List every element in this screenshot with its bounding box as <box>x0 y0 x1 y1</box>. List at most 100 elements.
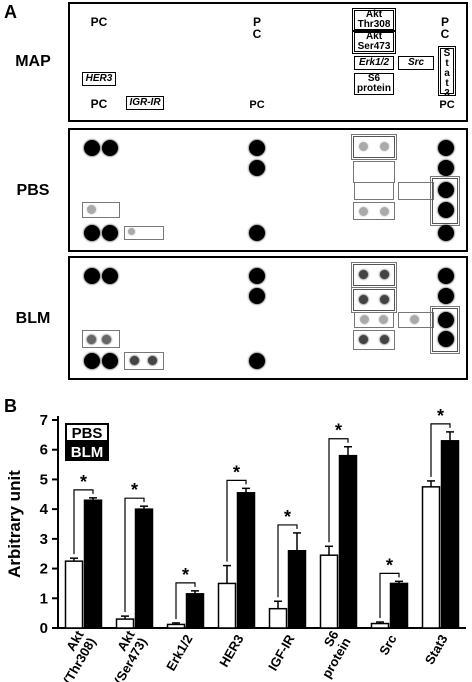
bar-blm <box>236 492 256 629</box>
bar-blm <box>338 454 358 629</box>
y-tick-label: 0 <box>40 620 48 637</box>
significance-bracket <box>73 489 94 555</box>
blot-spot <box>102 268 118 284</box>
blot-box <box>353 161 395 183</box>
panel-letter-b: B <box>4 396 17 416</box>
y-tick-label: 6 <box>40 442 48 459</box>
label-stat3: S t a t 3 <box>438 46 456 99</box>
blot-spot <box>379 315 388 324</box>
blot-spot <box>249 140 265 156</box>
blot-spot <box>359 335 368 344</box>
significance-star: * <box>80 472 87 492</box>
blot-spot <box>130 356 139 365</box>
blot-box <box>353 330 395 350</box>
label-erk: Erk1/2 <box>354 56 394 70</box>
bar-blm <box>83 499 103 629</box>
blm-blot-panel <box>68 256 468 380</box>
blot-box <box>430 306 460 354</box>
blot-box <box>354 312 394 328</box>
blot-spot <box>128 228 135 235</box>
y-tick-label: 4 <box>40 501 49 518</box>
x-tick-label: Erk1/2 <box>163 632 196 673</box>
pc-label: PC <box>439 99 455 111</box>
x-tick-label: IGF-IR <box>265 631 298 673</box>
significance-bracket <box>328 438 349 543</box>
label-akt-thr308: Akt Thr308 <box>352 8 396 32</box>
pc-label-stacked: P C <box>440 15 450 41</box>
row-label-blm: BLM <box>15 310 51 327</box>
blot-spot <box>380 270 389 279</box>
row-label-pbs: PBS <box>16 182 50 199</box>
blot-spot <box>102 225 118 241</box>
legend-label-blm: BLM <box>71 444 104 461</box>
blot-spot <box>438 331 454 347</box>
significance-bracket <box>124 497 145 613</box>
bar-pbs <box>370 622 390 629</box>
bar-pbs <box>421 486 441 629</box>
blot-spot <box>438 202 454 218</box>
blot-box <box>354 182 394 200</box>
blot-spot <box>380 295 389 304</box>
blot-spot <box>102 353 118 369</box>
blot-box <box>351 134 397 160</box>
blot-spot <box>249 288 265 304</box>
y-tick-label: 2 <box>40 561 48 578</box>
y-tick-label: 7 <box>40 412 48 429</box>
pbs-blot-panel <box>68 128 468 252</box>
blot-spot <box>84 353 100 369</box>
panel-letter-a: A <box>4 2 17 22</box>
pc-label-stacked: P C <box>252 15 262 41</box>
label-s6-protein: S6 protein <box>354 73 394 95</box>
label-src: Src <box>398 56 434 70</box>
legend-label-pbs: PBS <box>72 425 103 442</box>
x-tick-label: Stat3 <box>422 632 451 667</box>
legend-swatch-pbs <box>65 423 109 442</box>
blot-spot <box>359 295 368 304</box>
significance-star: * <box>386 555 393 575</box>
blot-spot <box>249 353 265 369</box>
blot-spot <box>438 268 454 284</box>
blot-spot <box>438 225 454 241</box>
blot-spot <box>87 335 96 344</box>
bar-chart: 0 1 2 3 4 5 6 7 Arbitrary unit * Akt(Thr308) * Akt(S… <box>5 406 466 682</box>
significance-star: * <box>335 421 342 441</box>
y-tick-label: 5 <box>40 471 48 488</box>
bar-blm <box>185 593 205 629</box>
pc-label: PC <box>249 99 265 111</box>
blot-spot <box>84 268 100 284</box>
blot-box <box>82 330 120 348</box>
bar-pbs <box>217 582 237 629</box>
legend-swatch-blm <box>65 442 109 461</box>
blot-spot <box>87 205 96 214</box>
y-tick-label: 1 <box>40 590 48 607</box>
significance-bracket <box>379 572 400 619</box>
y-axis-label: Arbitrary unit <box>5 470 24 578</box>
significance-bracket <box>277 524 298 598</box>
row-label-map: MAP <box>15 53 51 70</box>
blot-box <box>82 202 120 218</box>
blot-spot <box>359 142 368 151</box>
significance-star: * <box>131 480 138 500</box>
pc-label: PC <box>90 15 108 29</box>
blot-spot <box>438 160 454 176</box>
significance-star: * <box>233 462 240 482</box>
blot-spot <box>438 312 454 328</box>
bar-pbs <box>166 623 186 629</box>
label-igr-ir: IGR-IR <box>126 96 164 110</box>
blot-spot <box>102 335 111 344</box>
blot-spot <box>359 270 368 279</box>
blot-spot <box>249 225 265 241</box>
pc-label: PC <box>90 97 108 111</box>
x-tick-label: Akt(Ser473) <box>99 627 150 682</box>
label-akt-ser473: Akt Ser473 <box>352 30 396 54</box>
x-tick-label: S6protein <box>307 628 354 681</box>
bar-blm <box>287 549 307 629</box>
blot-spot <box>380 207 389 216</box>
blot-spot <box>249 160 265 176</box>
blot-spot <box>249 268 265 284</box>
bar-pbs <box>319 554 339 629</box>
significance-bracket <box>430 423 451 477</box>
bar-blm <box>440 440 460 629</box>
blot-box <box>398 312 434 328</box>
significance-bracket <box>226 479 247 562</box>
